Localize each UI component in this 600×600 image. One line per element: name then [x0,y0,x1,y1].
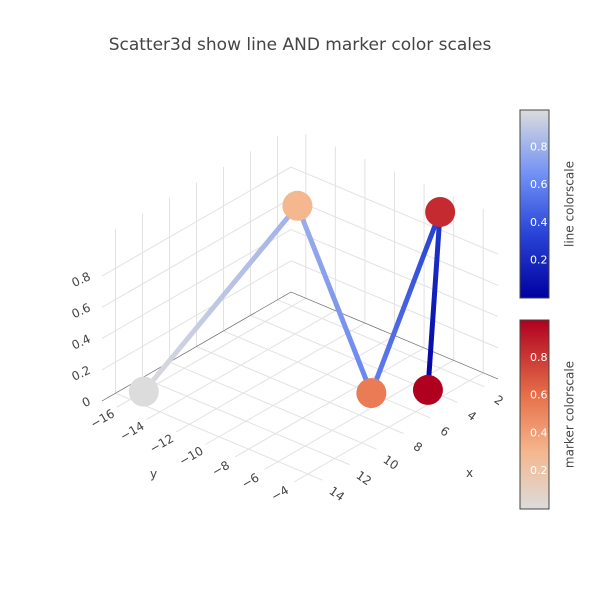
colorbar-tick-label: 0.4 [530,216,548,229]
colorbar-tick-label: 0.4 [530,426,548,439]
x-tick-label: 4 [465,408,479,424]
y-tick-label: −6 [239,470,261,491]
z-tick-label: 0.4 [70,332,93,353]
z-tick-label: 0.8 [70,269,93,290]
colorbar-tick-label: 0.2 [530,253,548,266]
y-tick-label: −10 [177,444,206,469]
x-tick-label: 6 [438,424,452,440]
chart-title: Scatter3d show line AND marker color sca… [109,35,492,55]
x-axis-title: x [466,466,473,480]
colorbar-title: line colorscale [563,161,577,247]
x-tick-label: 12 [354,468,375,488]
grid-line [146,310,336,421]
grid-line [101,166,292,277]
z-tick-label: 0.2 [70,363,93,384]
colorbar [519,109,550,299]
x-tick-label: 2 [492,392,506,408]
marker [425,196,456,227]
marker [128,376,159,407]
colorbar-tick-label: 0.8 [530,141,548,154]
y-tick-label: −16 [88,406,117,431]
x-tick-label: 8 [411,439,425,455]
grid-line [101,260,292,371]
z-tick-label: 0 [80,394,93,410]
y-axis-title: y [150,467,157,481]
grid-line [290,229,499,317]
grid-line [101,229,292,339]
y-tick-label: −8 [210,458,232,479]
marker [356,378,387,409]
colorbar-title: marker colorscale [563,361,577,468]
line-segment [294,203,374,396]
line-segment [425,209,443,393]
y-tick-label: −14 [118,419,147,444]
line-segment [141,203,300,395]
colorbar-tick-label: 0.2 [530,464,548,477]
grid-line [290,166,499,255]
marker [412,374,443,405]
grid-line [234,347,425,458]
z-tick-label: 0.6 [70,300,93,321]
x-tick-label: 14 [327,484,348,504]
colorbar [519,319,550,510]
grid-line [290,197,499,286]
y-tick-label: −12 [147,431,176,456]
colorbar-tick-label: 0.6 [530,389,548,402]
colorbar-tick-label: 0.6 [530,178,548,191]
grid-line [205,335,395,445]
y-tick-label: −4 [269,483,291,504]
colorbar-tick-label: 0.8 [530,351,548,364]
grid-line [293,372,484,483]
x-tick-label: 10 [381,453,402,473]
grid-line [101,197,292,308]
marker [282,190,313,221]
line-segment [368,209,443,396]
grid-line [175,322,366,433]
